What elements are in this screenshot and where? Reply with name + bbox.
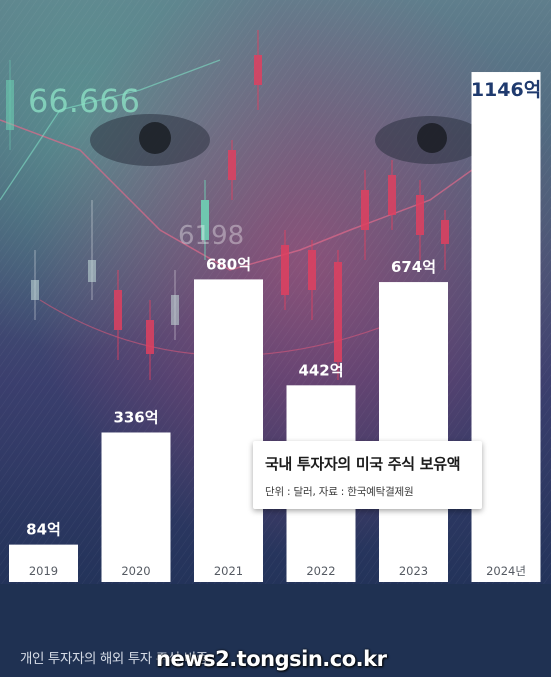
- category-tick-label: 2023: [399, 564, 428, 578]
- category-tick-label: 2024년: [486, 564, 526, 578]
- bar-2019: [9, 544, 78, 582]
- ticker-decoration: 66.666: [28, 82, 140, 120]
- ticker-decoration-2: 6198: [178, 221, 244, 251]
- bars-group: [9, 72, 541, 582]
- value-labels-group: 84억 336억 680억 442억 674억 1146억: [26, 79, 541, 539]
- category-tick-label: 2021: [214, 564, 243, 578]
- watermark: news2.tongsin.co.kr: [156, 647, 387, 671]
- value-label: 442억: [298, 361, 343, 379]
- value-label: 1146억: [471, 79, 541, 101]
- category-tick-label: 2020: [121, 564, 150, 578]
- value-label: 680억: [206, 255, 251, 273]
- bar-2023: [379, 282, 448, 582]
- category-ticks-group: 2019 2020 2021 2022 2023 2024년: [29, 564, 526, 578]
- bar-2020: [101, 432, 171, 582]
- value-label: 674억: [391, 258, 436, 276]
- chart-subtitle: 단위 : 달러, 자료 : 한국예탁결제원: [265, 486, 414, 498]
- category-tick-label: 2019: [29, 564, 58, 578]
- category-tick-label: 2022: [306, 564, 335, 578]
- candlestick-decoration: [6, 30, 449, 380]
- chart-title-box: 국내 투자자의 미국 주식 보유액 단위 : 달러, 자료 : 한국예탁결제원: [253, 441, 482, 509]
- footer-band: 개인 투자자의 해외 투자 주식 비중: [0, 584, 551, 677]
- value-label: 84억: [26, 521, 61, 539]
- footer-caption: 개인 투자자의 해외 투자 주식 비중: [20, 651, 208, 667]
- bar-2021: [194, 279, 263, 582]
- value-label: 336억: [113, 408, 158, 426]
- chart-title: 국내 투자자의 미국 주식 보유액: [265, 455, 461, 473]
- bar-2024: [471, 72, 541, 582]
